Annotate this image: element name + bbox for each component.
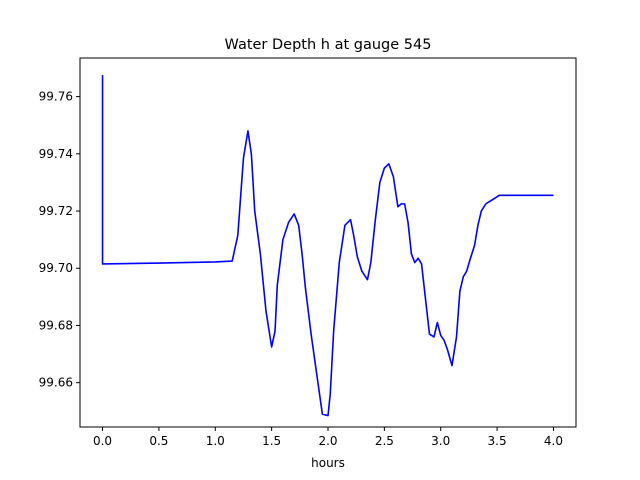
x-axis-label: hours [311, 456, 345, 470]
chart-title: Water Depth h at gauge 545 [225, 37, 432, 53]
x-tick-label: 2.0 [318, 434, 337, 448]
x-tick-label: 3.5 [488, 434, 507, 448]
y-tick-label: 99.74 [39, 147, 73, 161]
y-tick-label: 99.76 [39, 90, 73, 104]
x-tick-label: 2.5 [375, 434, 394, 448]
x-tick-label: 0.0 [93, 434, 112, 448]
x-tick-label: 1.0 [206, 434, 225, 448]
y-tick-label: 99.72 [39, 204, 73, 218]
y-axis: 99.66 99.68 99.70 99.72 99.74 99.76 [39, 90, 80, 390]
x-tick-label: 3.0 [431, 434, 450, 448]
x-tick-label: 4.0 [544, 434, 563, 448]
series-line-0 [101, 75, 554, 417]
x-tick-label: 0.5 [149, 434, 168, 448]
y-tick-label: 99.68 [39, 318, 73, 332]
plot-area [101, 75, 554, 417]
x-axis: 0.0 0.5 1.0 1.5 2.0 2.5 3.0 3.5 4.0 [93, 427, 563, 448]
y-tick-label: 99.70 [39, 261, 73, 275]
x-tick-label: 1.5 [262, 434, 281, 448]
y-tick-label: 99.66 [39, 376, 73, 390]
